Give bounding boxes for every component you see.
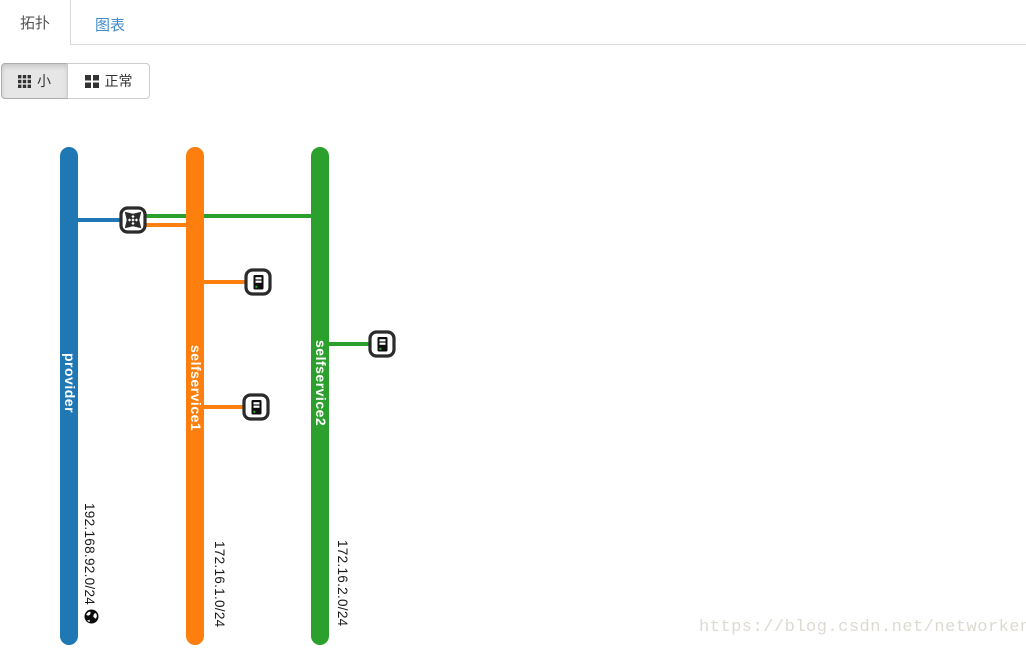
tab-charts[interactable]: 图表 (95, 17, 126, 34)
network-name-selfservice1: selfservice1 (188, 345, 204, 432)
watermark: https://blog.csdn.net/networken (699, 618, 1026, 637)
size-normal-button[interactable]: 正常 (67, 63, 150, 99)
network-bar-selfservice1[interactable] (186, 147, 204, 645)
subnet-label-provider: 192.168.92.0/24 (81, 503, 99, 624)
network-name-selfservice2: selfservice2 (313, 340, 329, 427)
router-icon[interactable] (119, 206, 147, 234)
size-toggle-group: 小 正常 (1, 63, 150, 99)
size-small-label: 小 (37, 73, 51, 89)
network-bar-selfservice2[interactable] (311, 147, 329, 645)
instance-icon-1[interactable] (244, 268, 272, 296)
subnet-cidr-selfservice2: 172.16.2.0/24 (335, 540, 350, 627)
size-small-button[interactable]: 小 (1, 63, 68, 99)
subnet-cidr-selfservice1: 172.16.1.0/24 (212, 541, 227, 628)
link-instance2-selfservice2 (329, 342, 382, 346)
tab-bar: 拓扑 图表 (0, 0, 1026, 45)
link-router-selfservice2 (133, 214, 311, 218)
link-router-selfservice1 (133, 223, 186, 227)
link-provider-router (78, 218, 133, 222)
external-network-globe-icon (81, 609, 99, 624)
subnet-cidr-provider: 192.168.92.0/24 (82, 503, 98, 606)
tab-underline (71, 44, 1026, 45)
network-name-provider: provider (62, 353, 78, 414)
link-instance1-selfservice1 (204, 280, 258, 284)
subnet-label-selfservice1: 172.16.1.0/24 (212, 541, 227, 627)
size-normal-label: 正常 (104, 73, 133, 89)
network-bar-provider[interactable] (60, 147, 78, 645)
grid-2x2-icon (84, 74, 99, 88)
instance-icon-3[interactable] (242, 393, 270, 421)
tab-topology[interactable]: 拓扑 (0, 0, 71, 45)
link-instance3-selfservice1 (204, 405, 258, 409)
grid-3x3-icon (18, 74, 31, 88)
instance-icon-2[interactable] (368, 330, 396, 358)
subnet-label-selfservice2: 172.16.2.0/24 (335, 540, 350, 626)
